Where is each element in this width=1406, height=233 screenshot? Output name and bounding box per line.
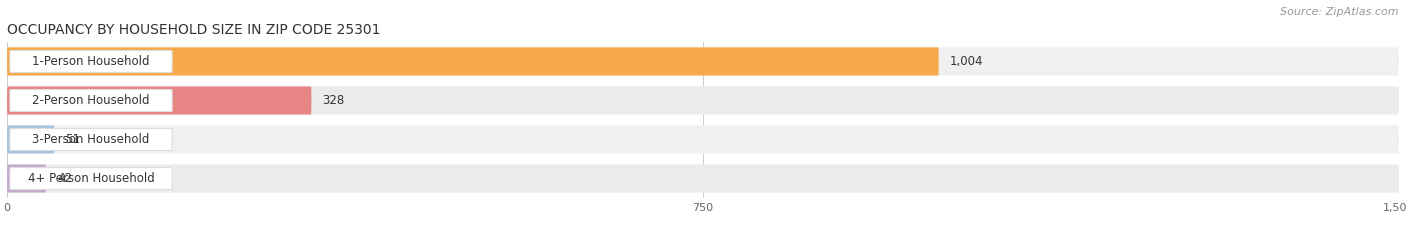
Text: OCCUPANCY BY HOUSEHOLD SIZE IN ZIP CODE 25301: OCCUPANCY BY HOUSEHOLD SIZE IN ZIP CODE … bbox=[7, 23, 381, 37]
FancyBboxPatch shape bbox=[10, 168, 172, 189]
FancyBboxPatch shape bbox=[10, 89, 172, 111]
FancyBboxPatch shape bbox=[7, 164, 1399, 193]
Text: 42: 42 bbox=[58, 172, 72, 185]
FancyBboxPatch shape bbox=[7, 86, 311, 115]
FancyBboxPatch shape bbox=[7, 125, 55, 154]
FancyBboxPatch shape bbox=[10, 129, 172, 151]
FancyBboxPatch shape bbox=[7, 125, 1399, 154]
Text: Source: ZipAtlas.com: Source: ZipAtlas.com bbox=[1281, 7, 1399, 17]
Text: 51: 51 bbox=[66, 133, 80, 146]
FancyBboxPatch shape bbox=[7, 164, 46, 193]
Text: 1,004: 1,004 bbox=[950, 55, 983, 68]
FancyBboxPatch shape bbox=[7, 47, 1399, 75]
Text: 2-Person Household: 2-Person Household bbox=[32, 94, 150, 107]
Text: 328: 328 bbox=[322, 94, 344, 107]
FancyBboxPatch shape bbox=[7, 47, 939, 75]
Text: 4+ Person Household: 4+ Person Household bbox=[28, 172, 155, 185]
Text: 3-Person Household: 3-Person Household bbox=[32, 133, 149, 146]
FancyBboxPatch shape bbox=[10, 51, 172, 72]
Text: 1-Person Household: 1-Person Household bbox=[32, 55, 150, 68]
FancyBboxPatch shape bbox=[7, 86, 1399, 115]
